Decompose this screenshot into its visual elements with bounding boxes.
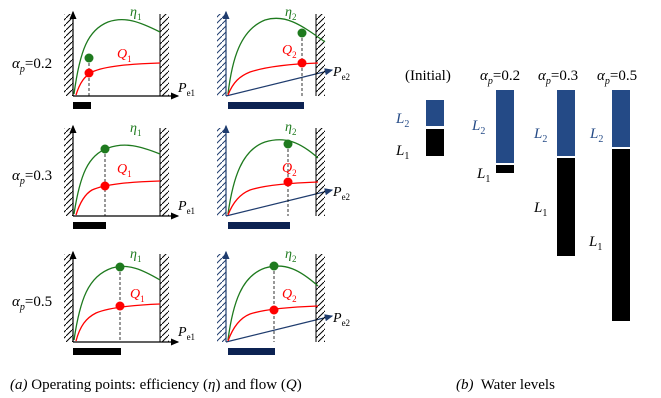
svg-text:Pe2: Pe2	[332, 311, 350, 328]
alpha-label-row3: αp=0.5	[12, 294, 52, 313]
alpha-label-row1: αp=0.2	[12, 56, 52, 75]
svg-text:η2: η2	[285, 247, 296, 264]
svg-text:Q1: Q1	[117, 47, 132, 64]
range-bar	[228, 222, 290, 229]
l2-bar	[557, 90, 575, 156]
range-bar	[228, 348, 275, 355]
svg-text:η1: η1	[130, 247, 141, 264]
l1-bar	[426, 129, 444, 156]
l1-bar	[612, 149, 630, 321]
svg-text:L1: L1	[588, 234, 602, 253]
svg-text:Pe2: Pe2	[332, 185, 350, 202]
svg-text:η2: η2	[285, 120, 296, 137]
svg-text:Pe1: Pe1	[177, 81, 195, 98]
svg-text:Pe2: Pe2	[332, 65, 350, 82]
level-column-0.3: αp=0.3 L2 L1	[533, 68, 578, 256]
svg-text:Q2: Q2	[282, 287, 297, 304]
range-bar	[73, 222, 106, 229]
plot-right-row1: η2 Q2 Pe2	[217, 5, 350, 109]
range-bar	[73, 102, 91, 109]
svg-text:Q2: Q2	[282, 43, 297, 60]
svg-text:Q1: Q1	[130, 287, 145, 304]
range-bar	[228, 102, 304, 109]
plot-right-row2: η2 Q2 Pe2	[217, 120, 350, 229]
q-operating-point	[84, 68, 94, 78]
svg-text:L1: L1	[533, 200, 547, 219]
level-column-initial: (Initial) L2 L1	[395, 68, 451, 162]
level-column-0.2: αp=0.2 L2 L1	[471, 68, 520, 185]
svg-text:L1: L1	[395, 143, 409, 162]
svg-text:Pe1: Pe1	[177, 325, 195, 342]
l1-bar	[557, 158, 575, 256]
eta-operating-point	[84, 53, 94, 63]
plot-left-row3: η1 Q1 Pe1	[64, 247, 195, 355]
svg-text:η1: η1	[130, 121, 141, 138]
caption-a: (a) Operating points: efficiency (η) and…	[10, 377, 302, 393]
range-bar	[73, 348, 121, 355]
svg-text:αp=0.2: αp=0.2	[480, 68, 520, 87]
level-column-0.5: αp=0.5 L2 L1	[588, 68, 637, 321]
svg-text:Q1: Q1	[117, 162, 132, 179]
plot-right-row3: η2 Q2 Pe2	[217, 247, 350, 355]
svg-text:L2: L2	[533, 126, 547, 145]
svg-text:L2: L2	[589, 126, 603, 145]
svg-text:L2: L2	[471, 118, 485, 137]
plot-left-row1: η1 Q1 Pe1	[64, 5, 195, 109]
svg-text:αp=0.3: αp=0.3	[538, 68, 578, 87]
plot-left-row2: η1 Q1 Pe1	[64, 121, 195, 229]
alpha-label-row2: αp=0.3	[12, 168, 52, 187]
l2-bar	[426, 100, 444, 126]
svg-text:αp=0.5: αp=0.5	[597, 68, 637, 87]
l1-bar	[496, 165, 514, 173]
svg-text:Q2: Q2	[282, 161, 297, 178]
svg-text:L2: L2	[395, 111, 409, 130]
caption-b: (b) Water levels	[456, 377, 555, 393]
l2-bar	[612, 90, 630, 147]
svg-text:η1: η1	[130, 5, 141, 22]
l2-bar	[496, 90, 514, 163]
svg-text:(Initial): (Initial)	[405, 68, 451, 84]
eta-curve	[73, 18, 161, 95]
svg-text:Pe1: Pe1	[177, 199, 195, 216]
svg-text:L1: L1	[476, 166, 490, 185]
svg-text:η2: η2	[285, 5, 296, 22]
